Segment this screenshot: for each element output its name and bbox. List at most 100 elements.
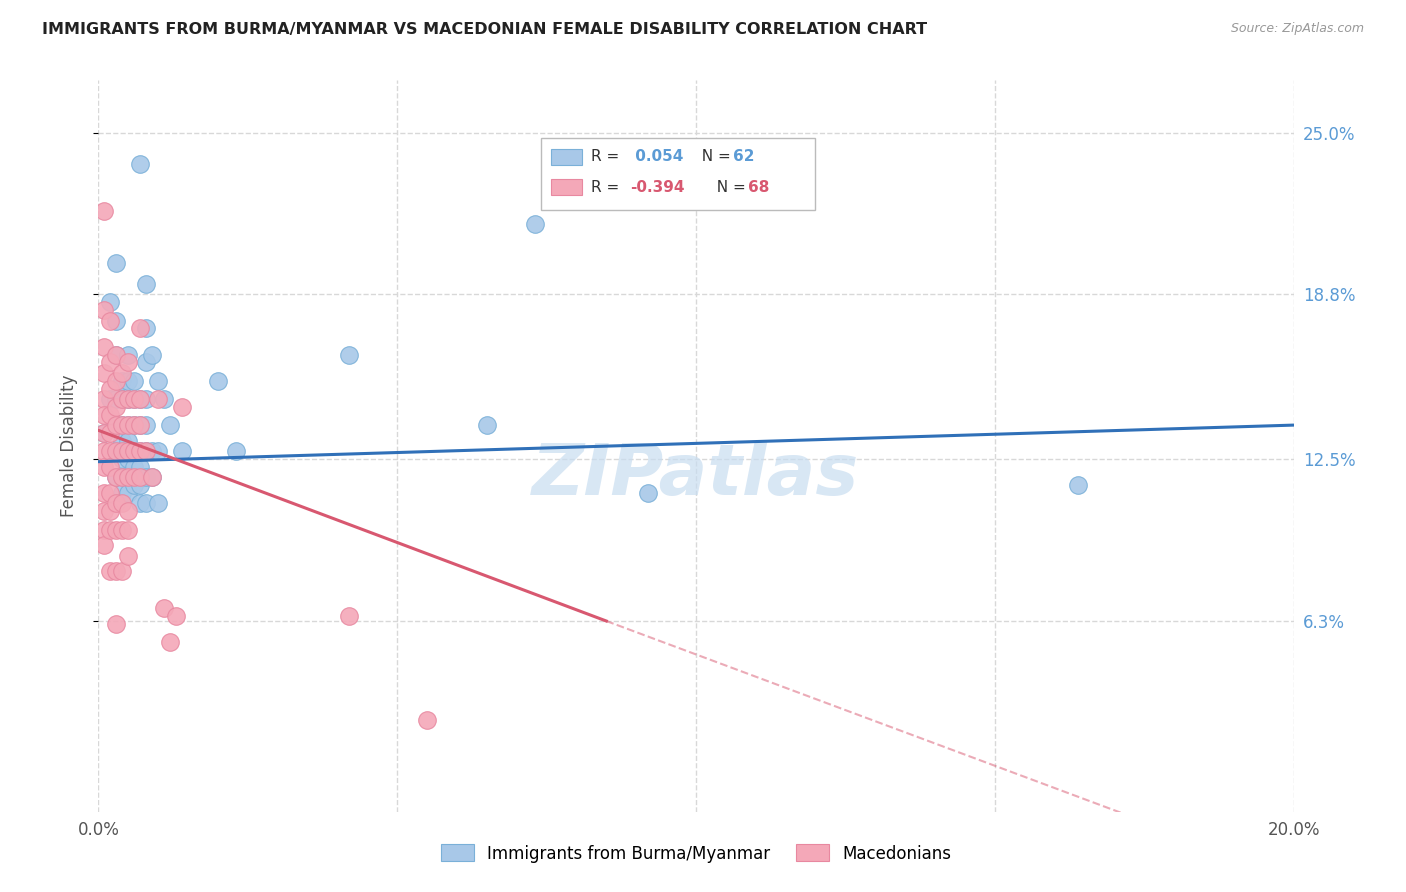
Point (93, 340, 115, 354)
Point (1067, 478, 1090, 492)
Point (117, 392, 139, 406)
Point (105, 374, 128, 388)
Point (117, 470, 139, 484)
Point (98, 459, 122, 474)
Point (124, 392, 146, 406)
Point (105, 444, 128, 458)
Point (93, 444, 115, 458)
Point (93, 504, 115, 518)
Point (111, 565, 134, 579)
Point (117, 355, 139, 369)
Point (111, 523, 134, 537)
Point (93, 459, 115, 474)
Point (105, 523, 128, 537)
Point (111, 366, 134, 380)
Point (135, 470, 157, 484)
Point (98, 392, 122, 406)
Point (339, 608, 361, 623)
Point (124, 470, 146, 484)
Point (98, 565, 122, 579)
Point (475, 418, 498, 433)
Point (117, 486, 139, 500)
Point (141, 444, 163, 458)
Point (111, 470, 134, 484)
Point (117, 470, 139, 484)
Text: N =: N = (692, 150, 735, 164)
Point (129, 496, 152, 510)
Point (93, 486, 115, 500)
Point (141, 470, 163, 484)
Point (93, 408, 115, 422)
Point (124, 478, 146, 492)
Point (111, 496, 134, 510)
Point (135, 418, 157, 433)
Point (153, 601, 176, 615)
Point (124, 459, 146, 474)
Text: R =: R = (591, 180, 624, 194)
Point (339, 348, 361, 362)
Point (111, 392, 134, 406)
Point (117, 392, 139, 406)
Text: N =: N = (707, 180, 751, 194)
Point (105, 392, 128, 406)
Point (117, 504, 139, 518)
Point (93, 392, 115, 406)
Point (117, 523, 139, 537)
Point (98, 444, 122, 458)
Point (135, 277, 157, 291)
Point (105, 565, 128, 579)
Point (111, 486, 134, 500)
Point (111, 444, 134, 458)
Point (172, 444, 194, 458)
Point (93, 523, 115, 537)
Point (105, 348, 128, 362)
Point (117, 434, 139, 448)
Point (135, 392, 157, 406)
Point (93, 366, 115, 380)
Point (105, 418, 128, 433)
Point (129, 459, 152, 474)
Point (98, 486, 122, 500)
Point (148, 374, 170, 388)
Point (111, 418, 134, 433)
Point (98, 313, 122, 327)
Point (105, 444, 128, 458)
Point (98, 295, 122, 310)
Point (93, 203, 115, 218)
Text: R =: R = (591, 150, 624, 164)
Point (148, 496, 170, 510)
Point (141, 470, 163, 484)
Point (129, 392, 152, 406)
Point (105, 348, 128, 362)
Point (117, 348, 139, 362)
Text: ZIPatlas: ZIPatlas (533, 441, 859, 509)
Point (117, 452, 139, 467)
Point (637, 486, 659, 500)
Point (117, 418, 139, 433)
Point (111, 392, 134, 406)
Point (105, 256, 128, 270)
Point (225, 444, 247, 458)
Point (98, 504, 122, 518)
Point (207, 374, 229, 388)
Point (129, 470, 152, 484)
Point (159, 418, 181, 433)
Point (416, 714, 439, 728)
Point (129, 444, 152, 458)
Point (148, 392, 170, 406)
Point (165, 608, 187, 623)
Point (105, 313, 128, 327)
Point (129, 478, 152, 492)
Point (93, 303, 115, 318)
Point (117, 549, 139, 563)
Point (124, 374, 146, 388)
Point (117, 418, 139, 433)
Point (129, 444, 152, 458)
Point (105, 496, 128, 510)
Point (98, 355, 122, 369)
Point (129, 418, 152, 433)
Point (124, 444, 146, 458)
Point (93, 425, 115, 440)
Point (141, 348, 163, 362)
Text: 0.054: 0.054 (630, 150, 683, 164)
